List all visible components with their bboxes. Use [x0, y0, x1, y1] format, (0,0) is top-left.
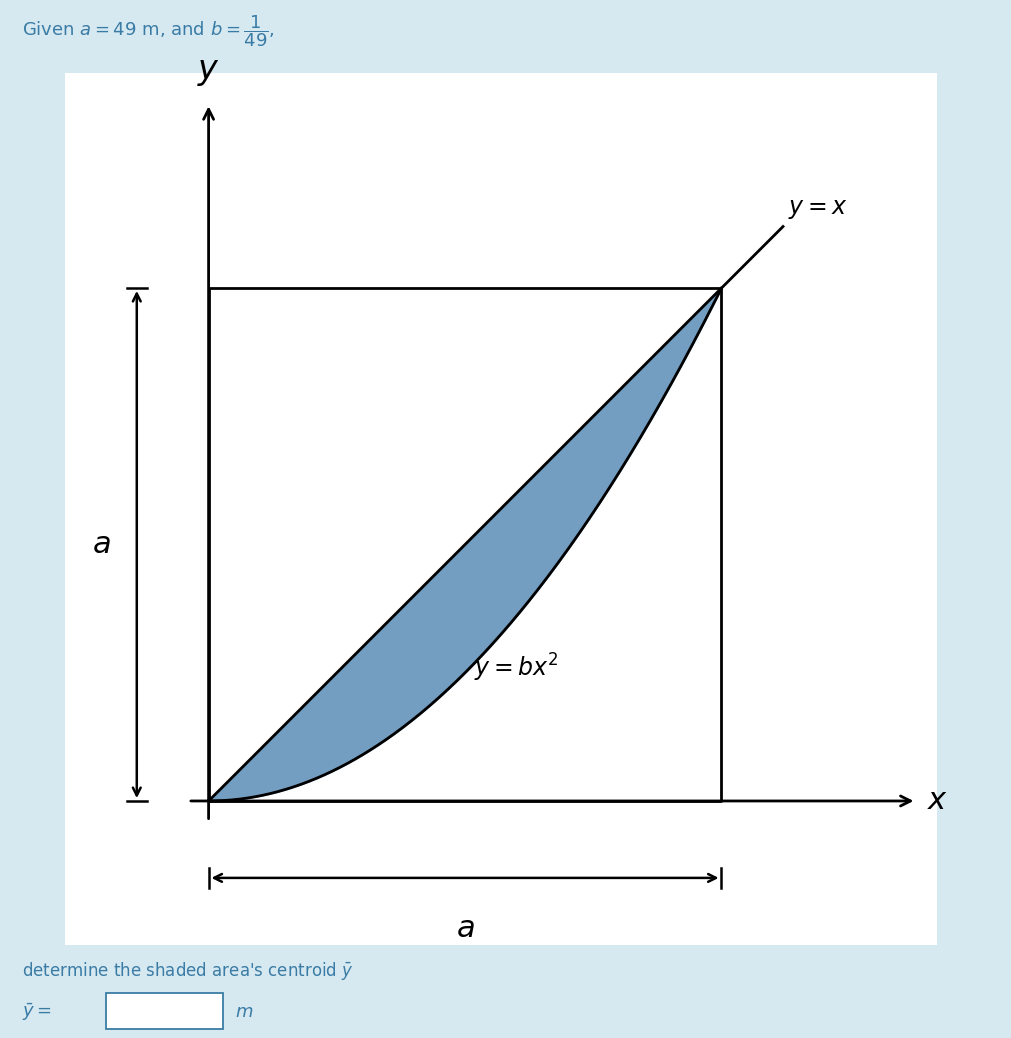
- Text: $x$: $x$: [926, 787, 946, 816]
- Text: $a$: $a$: [455, 913, 474, 943]
- Text: $m$: $m$: [235, 1003, 253, 1020]
- FancyBboxPatch shape: [106, 993, 222, 1029]
- Text: $y = x$: $y = x$: [788, 197, 847, 221]
- Text: $a$: $a$: [91, 530, 110, 559]
- Text: determine the shaded area's centroid $\bar{y}$: determine the shaded area's centroid $\b…: [22, 960, 354, 982]
- Text: Given $a = 49$ m, and $b = \dfrac{1}{49}$,: Given $a = 49$ m, and $b = \dfrac{1}{49}…: [22, 13, 275, 49]
- Text: $y$: $y$: [197, 55, 219, 88]
- Text: $y = bx^2$: $y = bx^2$: [473, 652, 558, 684]
- Text: $\bar{y} =$: $\bar{y} =$: [22, 1001, 52, 1022]
